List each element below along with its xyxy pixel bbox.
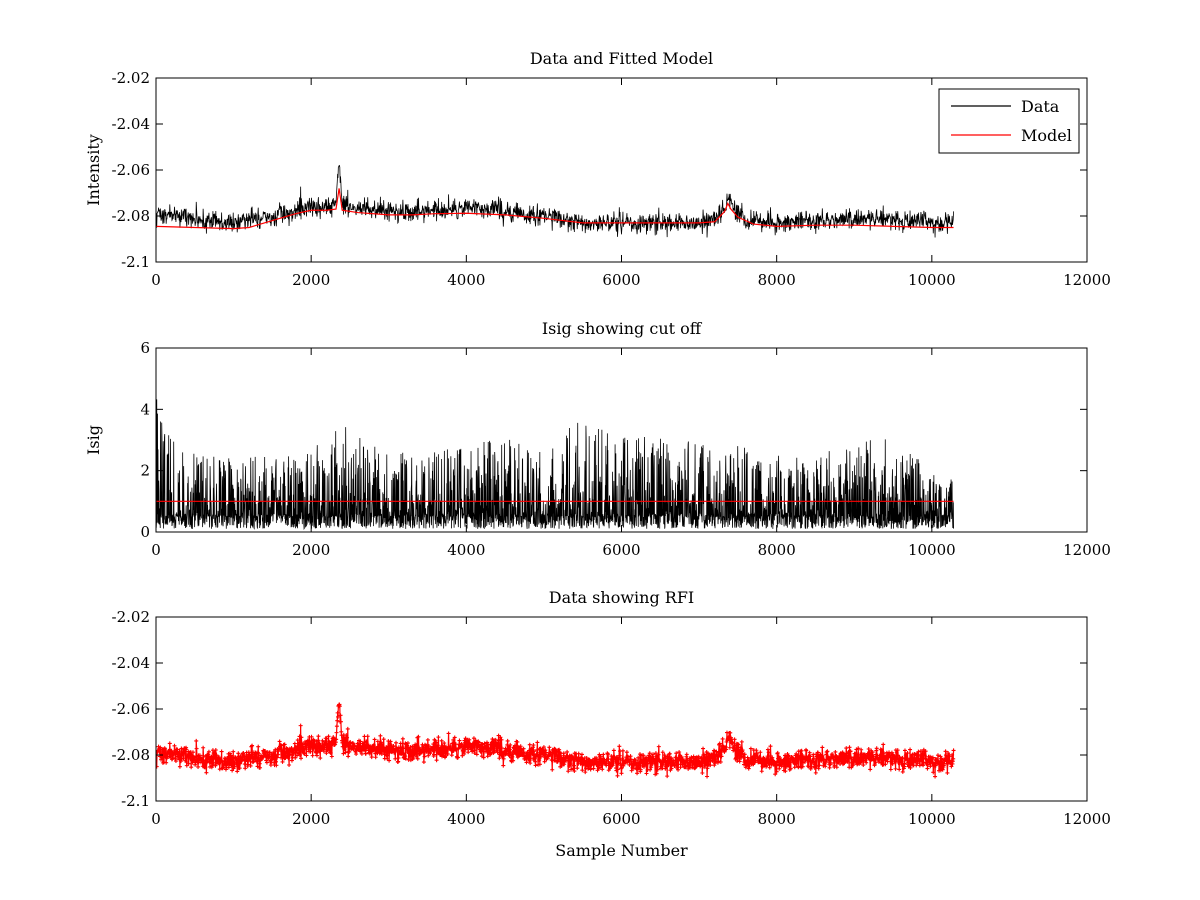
x-tick-label: 12000	[1063, 541, 1111, 559]
x-tick-label: 8000	[758, 810, 796, 828]
legend: Data Model	[938, 88, 1080, 154]
y-tick-label: -2.04	[112, 115, 150, 133]
chart-panel-3: 0 2000 4000 6000 8000 10000 12000 -2.1 -2.08 -2.0…	[112, 588, 1111, 860]
x-tick-label: 2000	[292, 541, 330, 559]
x-tick-label: 4000	[447, 810, 485, 828]
x-tick-label: 0	[151, 271, 161, 289]
chart-title: Data showing RFI	[549, 588, 694, 607]
series-line-data	[156, 164, 954, 238]
x-tick-label: 4000	[447, 541, 485, 559]
y-tick-label: 2	[140, 462, 150, 480]
x-tick-label: 0	[151, 541, 161, 559]
y-tick-label: -2.08	[112, 746, 150, 764]
x-tick-label: 12000	[1063, 810, 1111, 828]
series-line-isig	[156, 399, 954, 530]
x-tick-label: 12000	[1063, 271, 1111, 289]
y-tick-label: -2.08	[112, 207, 150, 225]
x-tick-label: 8000	[758, 541, 796, 559]
x-tick-label: 2000	[292, 271, 330, 289]
x-tick-label: 10000	[908, 541, 956, 559]
y-tick-label: 4	[140, 400, 150, 418]
data-layer	[156, 702, 956, 779]
x-tick-label: 4000	[447, 271, 485, 289]
y-tick-label: -2.1	[121, 253, 150, 271]
y-tick-label: 0	[140, 523, 150, 541]
series-line-model	[156, 188, 954, 230]
x-tick-label: 6000	[602, 271, 640, 289]
chart-panel-1: 0 2000 4000 6000 8000 10000 12000 -2.1 -2.08 -2.0…	[84, 49, 1111, 289]
y-tick-label: -2.02	[112, 69, 150, 87]
x-tick-label: 0	[151, 810, 161, 828]
y-tick-label: -2.06	[112, 161, 150, 179]
x-tick-label: 6000	[602, 810, 640, 828]
charts-root: 0 2000 4000 6000 8000 10000 12000-2.1-2.08-2.0…	[84, 49, 1111, 860]
x-tick-label: 8000	[758, 271, 796, 289]
data-layer	[156, 399, 954, 530]
legend-box	[938, 88, 1080, 154]
y-tick-label: -2.1	[121, 792, 150, 810]
chart-title: Data and Fitted Model	[530, 49, 713, 68]
y-tick-label: -2.02	[112, 608, 150, 626]
x-tick-label: 2000	[292, 810, 330, 828]
series-markers-rfi	[156, 702, 956, 779]
y-tick-label: -2.04	[112, 654, 150, 672]
y-tick-label: -2.06	[112, 700, 150, 718]
data-layer	[156, 164, 954, 238]
y-axis-label: Isig	[84, 425, 103, 455]
legend-label: Data	[1021, 97, 1060, 116]
x-axis-label: Sample Number	[555, 841, 688, 860]
x-tick-label: 10000	[908, 810, 956, 828]
x-tick-label: 10000	[908, 271, 956, 289]
chart-title: Isig showing cut off	[542, 319, 703, 338]
legend-label: Model	[1021, 126, 1072, 145]
chart-panel-2: 0 2000 4000 6000 8000 10000 12000 0 2 4 6 Isig show…	[84, 319, 1111, 559]
y-tick-label: 6	[140, 339, 150, 357]
x-tick-label: 6000	[602, 541, 640, 559]
y-axis-label: Intensity	[84, 134, 103, 206]
